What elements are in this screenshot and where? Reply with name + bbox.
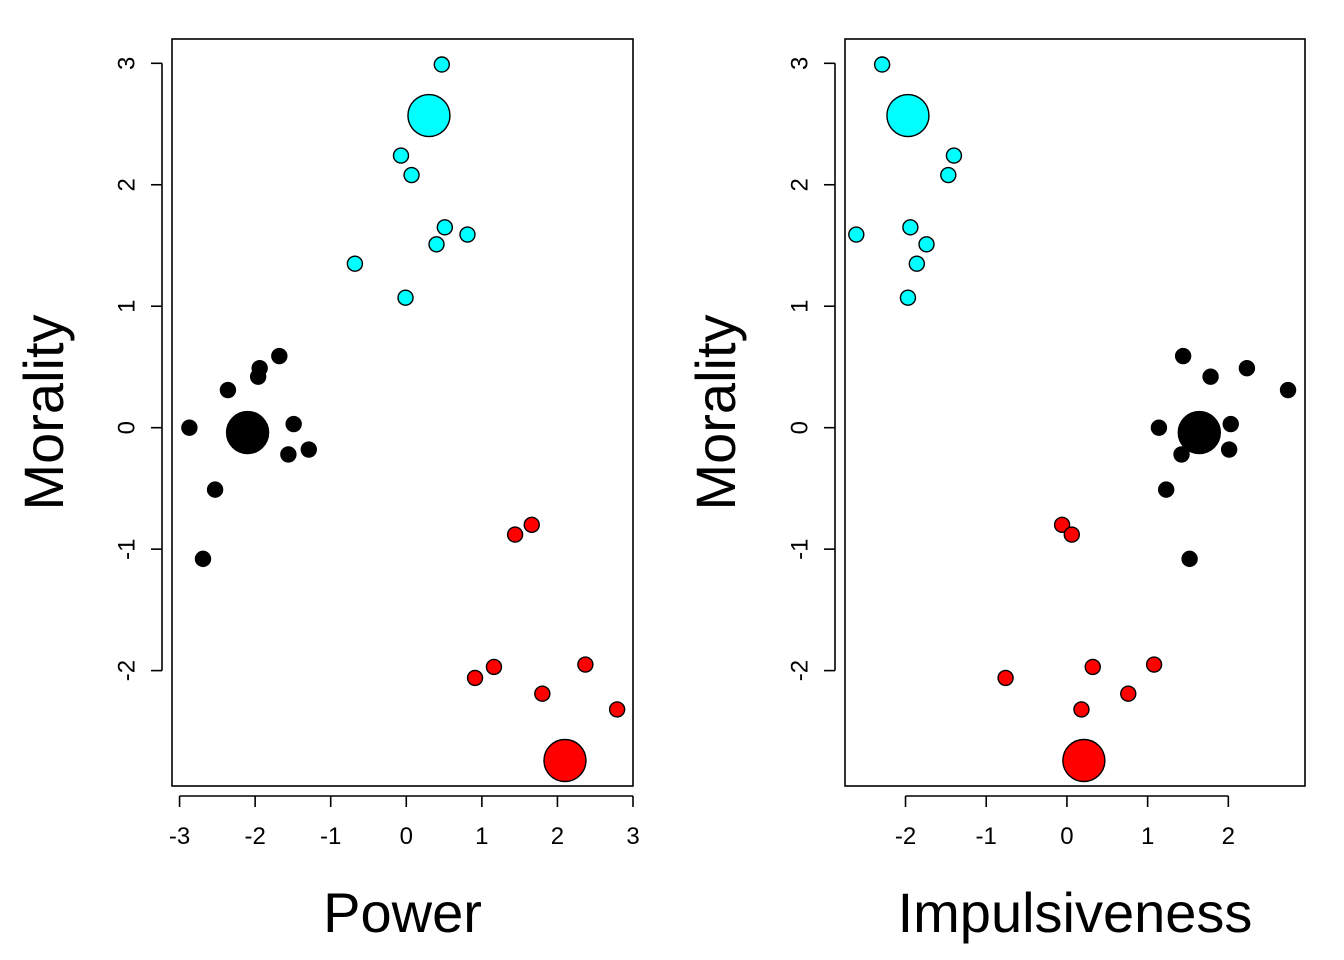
data-point bbox=[249, 368, 267, 385]
data-point bbox=[433, 56, 450, 73]
y-tick-label: 0 bbox=[786, 421, 813, 434]
data-point bbox=[397, 289, 414, 306]
centroid-point bbox=[1062, 738, 1106, 783]
data-point bbox=[428, 236, 445, 253]
data-point bbox=[899, 289, 917, 306]
x-tick-label: 2 bbox=[551, 823, 564, 850]
y-tick-label: 0 bbox=[113, 421, 140, 434]
data-point bbox=[1120, 685, 1137, 702]
data-point bbox=[1279, 381, 1297, 399]
y-tick-label: -2 bbox=[113, 660, 140, 681]
x-tick-label: -1 bbox=[976, 823, 997, 850]
y-axis-title: Morality bbox=[12, 314, 75, 510]
y-tick-label: 3 bbox=[113, 57, 140, 70]
data-point bbox=[1222, 415, 1239, 433]
x-tick-label: 0 bbox=[1060, 823, 1073, 850]
data-point bbox=[300, 441, 317, 458]
data-point bbox=[1084, 658, 1101, 676]
data-point bbox=[1220, 441, 1238, 458]
plot-frame bbox=[171, 38, 634, 787]
centroid-point bbox=[886, 93, 930, 138]
x-tick-label: -1 bbox=[320, 823, 341, 850]
centroid-point bbox=[225, 410, 270, 455]
data-point bbox=[608, 701, 626, 718]
data-point bbox=[392, 147, 410, 164]
x-tick-label: -2 bbox=[244, 823, 265, 850]
data-point bbox=[485, 658, 503, 676]
data-point bbox=[997, 669, 1014, 687]
centroid-point bbox=[407, 93, 451, 138]
x-tick-label: 2 bbox=[1222, 823, 1235, 850]
data-point bbox=[285, 415, 302, 433]
x-tick-label: 1 bbox=[475, 823, 488, 850]
data-point bbox=[1173, 446, 1190, 463]
x-tick-label: 1 bbox=[1141, 823, 1154, 850]
y-tick-label: -1 bbox=[786, 538, 813, 559]
x-tick-label: -3 bbox=[169, 823, 190, 850]
data-point bbox=[280, 446, 297, 463]
x-tick-label: 3 bbox=[626, 823, 639, 850]
data-point bbox=[534, 685, 551, 702]
data-point bbox=[1238, 359, 1256, 377]
centroid-point bbox=[1177, 410, 1221, 455]
data-point bbox=[918, 236, 935, 253]
x-axis-title: Impulsiveness bbox=[898, 881, 1253, 944]
data-point bbox=[1174, 347, 1192, 365]
data-point bbox=[945, 147, 963, 164]
y-tick-label: 2 bbox=[113, 178, 140, 191]
scatter-panel-power: -3 -2 -1 0 1 2 3 -2 -1 0 1 2 3 Power Morality bbox=[12, 38, 640, 944]
centroid-point bbox=[543, 738, 587, 783]
data-point bbox=[1063, 526, 1080, 543]
data-point bbox=[436, 219, 454, 236]
data-point bbox=[459, 226, 476, 243]
data-point bbox=[403, 166, 420, 184]
data-point bbox=[873, 56, 891, 73]
data-point bbox=[1073, 701, 1090, 718]
data-point bbox=[206, 481, 224, 498]
y-tick-label: -1 bbox=[113, 538, 140, 559]
y-tick-label: 1 bbox=[786, 300, 813, 313]
data-point bbox=[271, 347, 288, 365]
y-tick-label: 2 bbox=[786, 178, 813, 191]
data-point bbox=[940, 166, 957, 184]
data-point bbox=[902, 219, 919, 236]
data-point bbox=[577, 656, 594, 673]
x-tick-label: -2 bbox=[895, 823, 916, 850]
scatter-panel-impulsiveness: -2 -1 0 1 2 -2 -1 0 1 2 3 Impulsiveness Morality bbox=[684, 38, 1306, 944]
data-point bbox=[1157, 481, 1175, 498]
data-point bbox=[848, 226, 865, 243]
data-point bbox=[506, 526, 524, 543]
y-tick-label: 3 bbox=[786, 57, 813, 70]
plot-frame bbox=[844, 38, 1306, 787]
data-point bbox=[523, 516, 540, 534]
y-axis-title: Morality bbox=[684, 314, 747, 510]
data-point bbox=[1145, 656, 1163, 673]
data-point bbox=[1181, 550, 1198, 568]
data-point bbox=[1053, 516, 1071, 534]
x-tick-label: 0 bbox=[400, 823, 413, 850]
data-point bbox=[346, 255, 364, 272]
data-point bbox=[1202, 368, 1219, 385]
x-axis-title: Power bbox=[323, 881, 482, 944]
y-tick-label: 1 bbox=[113, 300, 140, 313]
data-point bbox=[219, 381, 237, 399]
y-tick-label: -2 bbox=[786, 660, 813, 681]
data-point bbox=[1150, 419, 1168, 436]
data-point bbox=[466, 669, 484, 687]
data-point bbox=[194, 550, 212, 568]
data-point bbox=[181, 419, 198, 436]
data-point bbox=[908, 255, 926, 272]
